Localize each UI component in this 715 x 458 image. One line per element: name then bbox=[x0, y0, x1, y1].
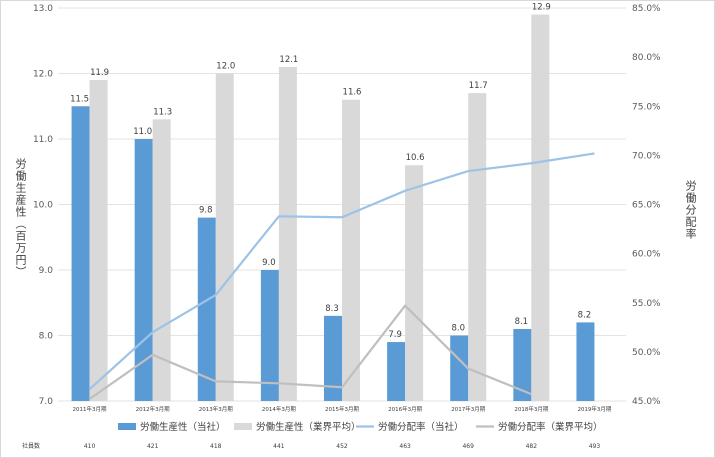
bar bbox=[215, 73, 234, 401]
y2-axis-title: 労働分配率 bbox=[684, 180, 697, 240]
legend: 労働生産性（当社） 労働生産性（業界平均） 労働分配率（当社） 労働分配率（業界平均） bbox=[118, 421, 603, 433]
legend-label: 労働分配率（当社） bbox=[378, 421, 464, 433]
bar bbox=[342, 99, 360, 401]
y2-axis-ticks: 45.0% 50.0% 55.0% 60.0% 65.0% 70.0% 75.0% 80.0%… bbox=[632, 4, 661, 407]
data-label: 9.0 bbox=[262, 258, 276, 268]
data-label: 9.8 bbox=[199, 206, 213, 216]
category-label: 2012年3月期 bbox=[136, 405, 170, 413]
data-label: 8.3 bbox=[325, 304, 339, 314]
legend-swatch bbox=[118, 423, 136, 430]
bar bbox=[405, 165, 424, 401]
y2-tick-label: 55.0% bbox=[632, 299, 661, 309]
y2-tick-label: 50.0% bbox=[632, 348, 661, 358]
employee-count: 421 bbox=[147, 443, 159, 450]
category-label: 2018年3月期 bbox=[514, 405, 548, 413]
data-label: 11.0 bbox=[133, 127, 152, 137]
category-label: 2019年3月期 bbox=[577, 405, 611, 413]
employee-count: 463 bbox=[399, 443, 411, 450]
data-label: 7.9 bbox=[388, 330, 402, 340]
data-label: 11.7 bbox=[469, 81, 488, 91]
y-axis-ticks: 7.0 8.0 9.0 10.0 11.0 12.0 13.0 bbox=[33, 4, 53, 407]
data-label: 8.1 bbox=[515, 317, 529, 327]
bar bbox=[324, 315, 342, 401]
y2-tick-label: 60.0% bbox=[632, 250, 661, 260]
bar bbox=[450, 335, 469, 401]
data-label: 8.2 bbox=[578, 310, 592, 320]
employee-count: 418 bbox=[210, 443, 222, 450]
y2-tick-label: 45.0% bbox=[632, 397, 661, 407]
y-tick-label: 7.0 bbox=[39, 397, 54, 407]
category-label: 2017年3月期 bbox=[451, 405, 485, 413]
y2-tick-label: 70.0% bbox=[632, 151, 661, 161]
category-label: 2014年3月期 bbox=[262, 405, 296, 413]
data-label: 8.0 bbox=[451, 324, 465, 334]
employee-count: 469 bbox=[462, 443, 474, 450]
legend-label: 労働生産性（業界平均） bbox=[256, 421, 361, 433]
y2-tick-label: 75.0% bbox=[632, 102, 661, 112]
category-label: 2015年3月期 bbox=[325, 405, 359, 413]
bar bbox=[197, 217, 216, 401]
y-tick-label: 8.0 bbox=[39, 332, 54, 342]
y-tick-label: 11.0 bbox=[33, 135, 53, 145]
data-label: 11.9 bbox=[90, 68, 109, 78]
data-labels: 11.5 11.0 9.8 9.0 8.3 7.9 8.0 8.1 8.2 11.9 11.3 12.… bbox=[70, 3, 592, 340]
bar bbox=[576, 322, 595, 401]
data-label: 11.5 bbox=[70, 94, 89, 104]
y2-tick-label: 80.0% bbox=[632, 53, 661, 63]
bar bbox=[513, 328, 532, 401]
data-label: 11.3 bbox=[153, 107, 172, 117]
employee-count: 441 bbox=[273, 443, 285, 450]
employee-row-label: 社員数 bbox=[22, 442, 40, 450]
lines bbox=[88, 152, 595, 400]
y2-tick-label: 65.0% bbox=[632, 201, 661, 211]
employee-count: 410 bbox=[84, 443, 96, 450]
y-axis-title: 労働生産性（百万円） bbox=[14, 158, 27, 278]
bar bbox=[89, 80, 108, 402]
series-line bbox=[88, 304, 532, 400]
bar bbox=[278, 66, 297, 401]
data-label: 12.1 bbox=[279, 55, 298, 65]
y-tick-label: 10.0 bbox=[33, 201, 53, 211]
legend-label: 労働生産性（当社） bbox=[140, 421, 226, 433]
y-tick-label: 9.0 bbox=[39, 266, 54, 276]
bar bbox=[531, 14, 550, 402]
category-label: 2016年3月期 bbox=[388, 405, 422, 413]
bar bbox=[260, 270, 279, 401]
employee-count: 452 bbox=[336, 443, 348, 450]
employee-count: 493 bbox=[589, 443, 601, 450]
y2-tick-label: 85.0% bbox=[632, 4, 661, 14]
data-label: 10.6 bbox=[406, 153, 425, 163]
series-line bbox=[88, 152, 595, 391]
employee-row: 社員数 410 421 418 441 452 463 469 482 493 bbox=[22, 442, 600, 450]
bar bbox=[71, 106, 90, 401]
category-labels: 2011年3月期 2012年3月期 2013年3月期 2014年3月期 2015年3月期… bbox=[73, 405, 612, 413]
data-label: 12.0 bbox=[216, 62, 235, 72]
legend-label: 労働分配率（業界平均） bbox=[498, 421, 603, 433]
y-tick-label: 13.0 bbox=[33, 4, 53, 14]
y-tick-label: 12.0 bbox=[33, 70, 53, 80]
category-label: 2013年3月期 bbox=[199, 405, 233, 413]
employee-count: 482 bbox=[526, 443, 538, 450]
legend-swatch bbox=[234, 423, 252, 430]
data-label: 11.6 bbox=[343, 88, 362, 98]
data-label: 12.9 bbox=[532, 3, 551, 13]
category-label: 2011年3月期 bbox=[73, 405, 107, 413]
bar bbox=[387, 342, 406, 401]
